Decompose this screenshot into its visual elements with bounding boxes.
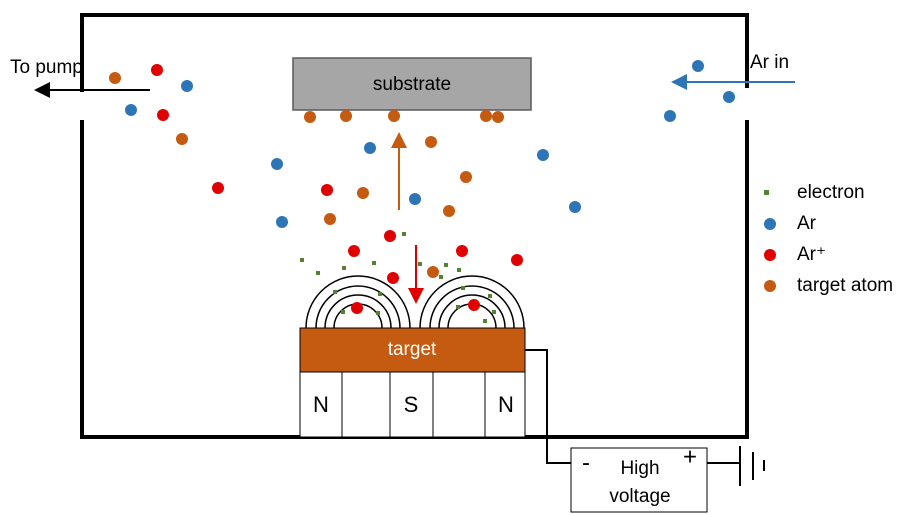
electron <box>300 258 304 262</box>
target-atom <box>304 111 316 123</box>
ar-atom <box>569 201 581 213</box>
ar-atom <box>125 104 137 116</box>
target-atom <box>324 213 336 225</box>
ar-ion <box>157 109 169 121</box>
magnet-pole: N <box>313 392 329 417</box>
electron <box>488 294 492 298</box>
target-atom <box>480 110 492 122</box>
magnet-pole: N <box>498 392 514 417</box>
ar-ion <box>384 230 396 242</box>
electron <box>376 311 380 315</box>
target-atom <box>388 110 400 122</box>
power-supply <box>570 447 708 513</box>
ar-ion <box>456 245 468 257</box>
plus-sign: + <box>683 443 697 470</box>
ar-atom <box>276 216 288 228</box>
ar-ion <box>387 272 399 284</box>
electron <box>444 263 448 267</box>
target-atom <box>425 136 437 148</box>
electron <box>316 271 320 275</box>
target-atom <box>492 111 504 123</box>
particles <box>109 60 735 323</box>
ar-atom <box>364 142 376 154</box>
ar-ion <box>151 64 163 76</box>
target-atom <box>176 133 188 145</box>
electron <box>483 319 487 323</box>
electron <box>457 268 461 272</box>
legend-label: target atom <box>797 275 893 296</box>
ar-atom <box>723 91 735 103</box>
ar-ion <box>321 184 333 196</box>
target <box>299 327 526 373</box>
legend-label: Ar⁺ <box>797 244 826 265</box>
legend-label: electron <box>797 182 865 203</box>
magnet-pole: S <box>404 392 419 417</box>
electron <box>492 310 496 314</box>
electron <box>439 275 443 279</box>
legend-electron <box>764 190 769 195</box>
magnet-block <box>299 371 526 438</box>
ar-ion <box>348 245 360 257</box>
ar-ion <box>212 182 224 194</box>
legend-ar-ion <box>764 249 776 261</box>
electron <box>418 262 422 266</box>
target-atom <box>427 266 439 278</box>
ar-ion <box>511 254 523 266</box>
minus-sign: - <box>582 449 590 476</box>
electron <box>378 292 382 296</box>
circuit-wire <box>525 349 765 486</box>
target-label: target <box>388 339 437 360</box>
hv-label: voltage <box>609 486 670 507</box>
legend-ar <box>764 218 776 230</box>
hv-label: High <box>620 458 659 479</box>
ar-in-label: Ar in <box>750 52 789 73</box>
substrate-label: substrate <box>373 74 451 95</box>
ar-atom <box>409 193 421 205</box>
legend-label: Ar <box>797 213 817 234</box>
electron <box>341 310 345 314</box>
ar-atom <box>537 149 549 161</box>
electron <box>342 266 346 270</box>
target-atom <box>109 72 121 84</box>
legend-target-atom <box>764 280 776 292</box>
electron <box>372 261 376 265</box>
electron <box>461 286 465 290</box>
ar-atom <box>271 158 283 170</box>
electron <box>402 232 406 236</box>
to-pump-label: To pump <box>10 57 83 78</box>
target-atom <box>340 110 352 122</box>
ar-atom <box>181 80 193 92</box>
ar-atom <box>664 110 676 122</box>
substrate <box>292 57 532 111</box>
target-atom <box>357 187 369 199</box>
electron <box>333 290 337 294</box>
legend: electron Ar Ar⁺ target atom <box>764 182 893 296</box>
electron <box>456 305 460 309</box>
ar-ion <box>351 302 363 314</box>
target-atom <box>443 205 455 217</box>
ar-ion <box>468 299 480 311</box>
magnetic-field <box>305 275 525 329</box>
target-atom <box>460 171 472 183</box>
ar-atom <box>692 60 704 72</box>
